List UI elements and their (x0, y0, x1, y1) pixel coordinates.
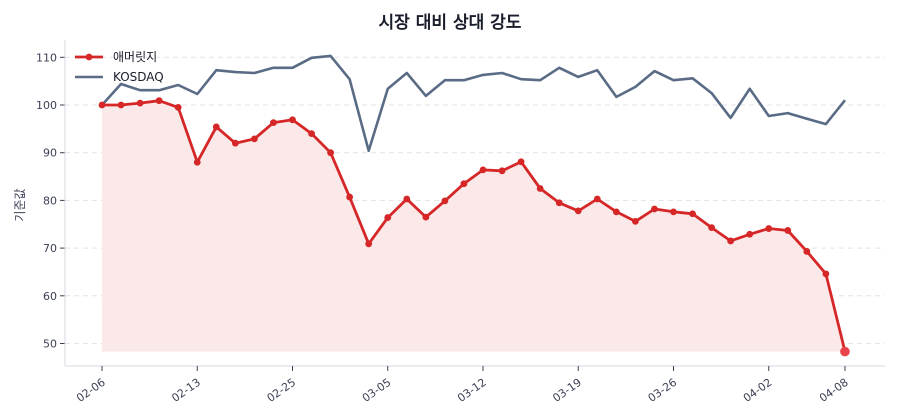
x-tick-label: 02-13 (169, 376, 203, 405)
data-point-marker (155, 97, 163, 105)
x-tick-label: 03-26 (646, 376, 680, 405)
data-point-marker (555, 199, 563, 207)
data-point-marker (308, 130, 315, 138)
y-tick-label: 80 (43, 194, 57, 207)
x-tick-label: 03-05 (360, 376, 394, 405)
x-tick-label: 02-06 (74, 376, 108, 405)
y-tick-label: 60 (43, 290, 57, 303)
data-point-marker (498, 167, 506, 175)
data-point-marker (460, 180, 468, 188)
legend-label: 애머릿지 (113, 50, 157, 64)
data-point-marker (840, 346, 850, 357)
data-point-marker (708, 224, 715, 231)
data-point-marker (593, 195, 601, 203)
data-point-marker (632, 217, 639, 225)
data-point-marker (231, 139, 239, 147)
data-point-marker (212, 123, 220, 131)
series-line (102, 99, 847, 352)
x-tick-label: 02-25 (265, 376, 299, 405)
legend-label: KOSDAQ (113, 70, 164, 84)
data-point-marker (422, 213, 430, 221)
data-point-marker (441, 197, 449, 205)
data-point-marker (479, 166, 487, 174)
data-point-marker (174, 103, 182, 111)
data-point-marker (784, 227, 792, 234)
data-point-marker (346, 193, 354, 201)
data-point-marker (727, 237, 735, 245)
data-point-marker (517, 158, 525, 166)
data-point-marker (403, 195, 411, 203)
y-tick-label: 100 (36, 99, 57, 112)
y-tick-label: 90 (43, 147, 57, 160)
data-point-marker (327, 149, 334, 157)
data-point-marker (193, 158, 201, 166)
data-point-marker (689, 210, 696, 218)
data-point-marker (822, 270, 830, 278)
data-point-marker (117, 101, 125, 109)
data-point-marker (251, 135, 258, 143)
series-line (101, 54, 847, 153)
x-tick-label: 04-02 (741, 376, 775, 405)
data-point-marker (98, 101, 106, 109)
chart-title: 시장 대비 상대 강도 (378, 13, 522, 33)
data-point-marker (803, 248, 811, 255)
data-point-marker (270, 119, 277, 127)
data-point-marker (574, 207, 582, 215)
data-point-marker (384, 214, 392, 221)
data-point-marker (136, 99, 144, 107)
data-point-marker (746, 230, 754, 238)
data-point-marker (289, 116, 296, 124)
data-point-marker (365, 240, 373, 248)
x-tick-label: 03-19 (550, 376, 584, 405)
x-tick-label: 04-08 (817, 376, 851, 405)
y-tick-label: 110 (36, 51, 57, 64)
y-tick-label: 50 (43, 338, 57, 351)
data-point-marker (765, 225, 773, 232)
x-tick-label: 03-12 (455, 376, 489, 405)
y-tick-label: 70 (43, 242, 57, 255)
data-point-marker (612, 208, 620, 216)
data-point-marker (651, 205, 658, 213)
area-fill (102, 100, 845, 352)
legend-swatch-marker (85, 53, 93, 61)
data-point-marker (536, 185, 544, 192)
y-axis-label: 기준값 (13, 188, 27, 221)
data-point-marker (670, 208, 677, 216)
